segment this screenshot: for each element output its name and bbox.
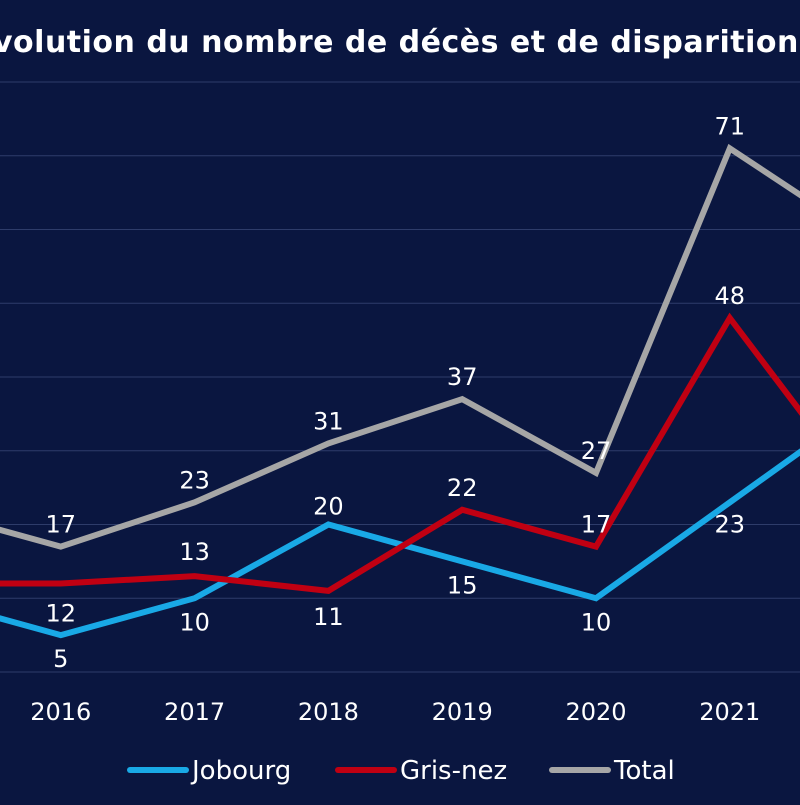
data-label: 5 xyxy=(53,645,68,673)
series-line-total xyxy=(0,143,800,550)
data-label: 10 xyxy=(179,608,210,636)
legend: Jobourg Gris-nez Total xyxy=(127,756,675,786)
data-label: 17 xyxy=(46,511,77,539)
data-label: 17 xyxy=(581,511,612,539)
data-label: 37 xyxy=(447,363,478,391)
legend-label-total: Total xyxy=(613,756,675,786)
x-tick-label: 2018 xyxy=(298,698,359,726)
data-label: 48 xyxy=(715,282,746,310)
data-label: 23 xyxy=(179,466,210,494)
series-lines xyxy=(0,143,800,639)
series-line-jobourg xyxy=(0,448,800,639)
series-line-gris-nez xyxy=(0,312,800,594)
data-label: 23 xyxy=(715,510,746,538)
legend-label-gris-nez: Gris-nez xyxy=(400,756,507,786)
gridlines xyxy=(0,81,800,673)
legend-label-jobourg: Jobourg xyxy=(190,756,291,786)
data-label: 10 xyxy=(581,608,612,636)
data-label: 13 xyxy=(179,538,210,566)
data-label: 27 xyxy=(581,437,612,465)
x-tick-label: 2017 xyxy=(164,698,225,726)
x-tick-label: 2021 xyxy=(699,698,760,726)
data-labels: 5 10 20 15 10 23 12 13 11 22 17 48 17 23 31 37 27 71 xyxy=(46,112,746,673)
chart-title: Évolution du nombre de décès et de dispa… xyxy=(0,24,800,60)
x-axis-ticks: 2016 2017 2018 2019 2020 2021 xyxy=(30,698,760,726)
data-label: 20 xyxy=(313,493,344,521)
x-tick-label: 2020 xyxy=(565,698,626,726)
x-tick-label: 2016 xyxy=(30,698,91,726)
data-label: 22 xyxy=(447,474,478,502)
data-label: 15 xyxy=(447,571,478,599)
data-label: 12 xyxy=(46,600,77,628)
data-label: 11 xyxy=(313,603,344,631)
data-label: 71 xyxy=(715,112,746,140)
data-label: 31 xyxy=(313,407,344,435)
x-tick-label: 2019 xyxy=(432,698,493,726)
